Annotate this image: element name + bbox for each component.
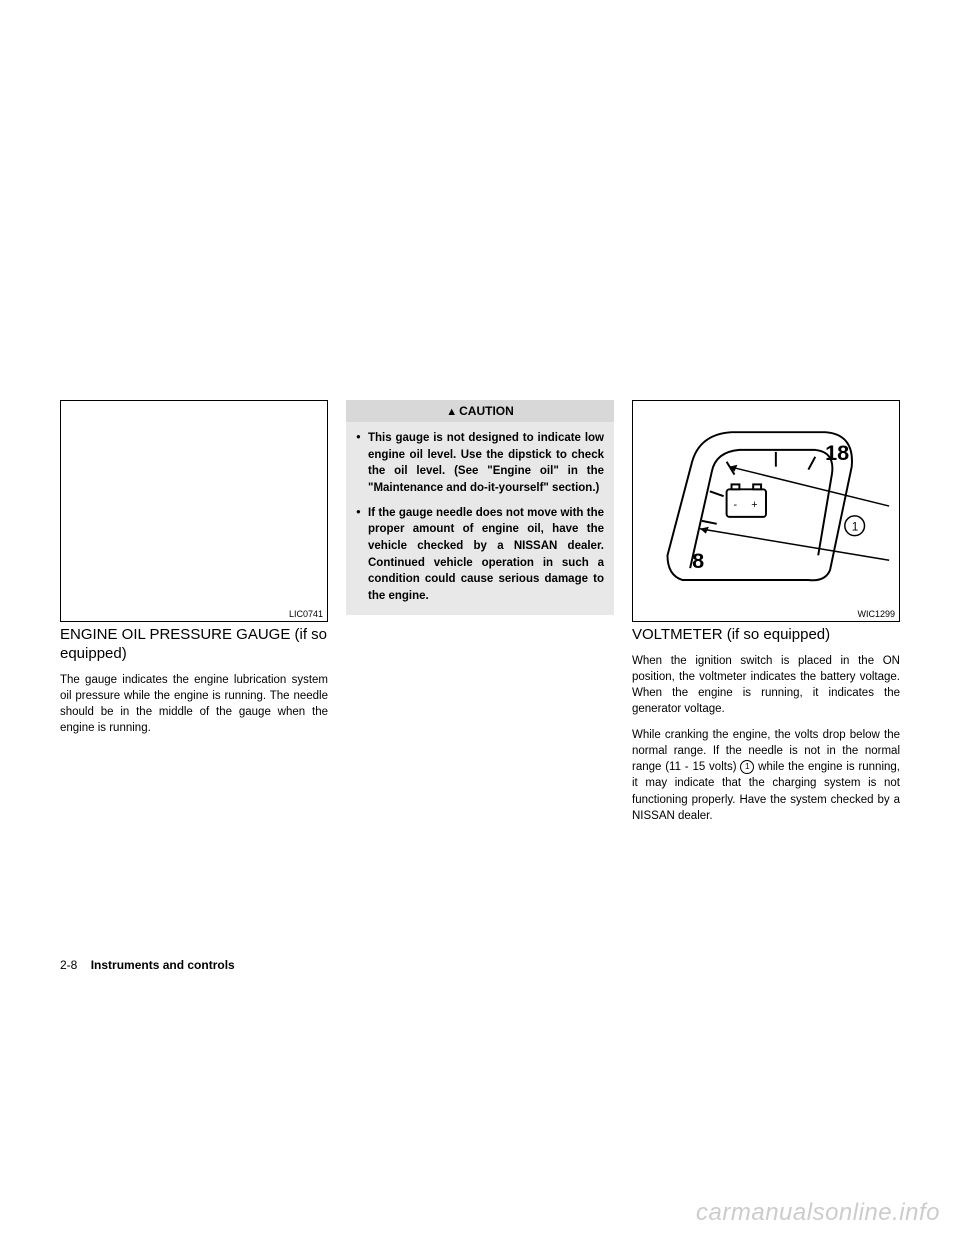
voltmeter-diagram: 18 8 - + 1 xyxy=(633,401,899,621)
warning-icon: ▲ xyxy=(446,406,457,418)
figure-label: WIC1299 xyxy=(857,609,895,619)
callout-number: 1 xyxy=(852,520,859,534)
engine-oil-heading: ENGINE OIL PRESSURE GAUGE (if so equippe… xyxy=(60,626,328,664)
page-number: 2-8 xyxy=(60,958,77,972)
circled-number-icon: 1 xyxy=(740,760,754,774)
figure-label: LIC0741 xyxy=(289,609,323,619)
voltmeter-body-2: While cranking the engine, the volts dro… xyxy=(632,727,900,824)
gauge-min-label: 8 xyxy=(692,548,704,573)
caution-label: CAUTION xyxy=(459,404,514,418)
caution-header: ▲CAUTION xyxy=(346,400,614,422)
caution-body: This gauge is not designed to indicate l… xyxy=(346,422,614,615)
voltmeter-body-1: When the ignition switch is placed in th… xyxy=(632,653,900,717)
engine-oil-body: The gauge indicates the engine lubricati… xyxy=(60,672,328,736)
svg-text:+: + xyxy=(751,499,757,511)
engine-oil-figure: LIC0741 xyxy=(60,400,328,622)
column-middle: ▲CAUTION This gauge is not designed to i… xyxy=(346,400,614,834)
column-left: LIC0741 ENGINE OIL PRESSURE GAUGE (if so… xyxy=(60,400,328,834)
column-right: 18 8 - + 1 WIC1299 VOLTMETER (if so equi… xyxy=(632,400,900,834)
page-footer: 2-8 Instruments and controls xyxy=(60,958,235,972)
voltmeter-figure: 18 8 - + 1 WIC1299 xyxy=(632,400,900,622)
caution-item: If the gauge needle does not move with t… xyxy=(356,505,604,605)
watermark: carmanualsonline.info xyxy=(696,1199,940,1227)
section-name: Instruments and controls xyxy=(91,958,235,972)
voltmeter-heading: VOLTMETER (if so equipped) xyxy=(632,626,900,645)
caution-list: This gauge is not designed to indicate l… xyxy=(356,430,604,605)
gauge-max-label: 18 xyxy=(825,440,849,465)
page-content: LIC0741 ENGINE OIL PRESSURE GAUGE (if so… xyxy=(60,400,900,834)
caution-item: This gauge is not designed to indicate l… xyxy=(356,430,604,497)
svg-text:-: - xyxy=(733,499,737,511)
